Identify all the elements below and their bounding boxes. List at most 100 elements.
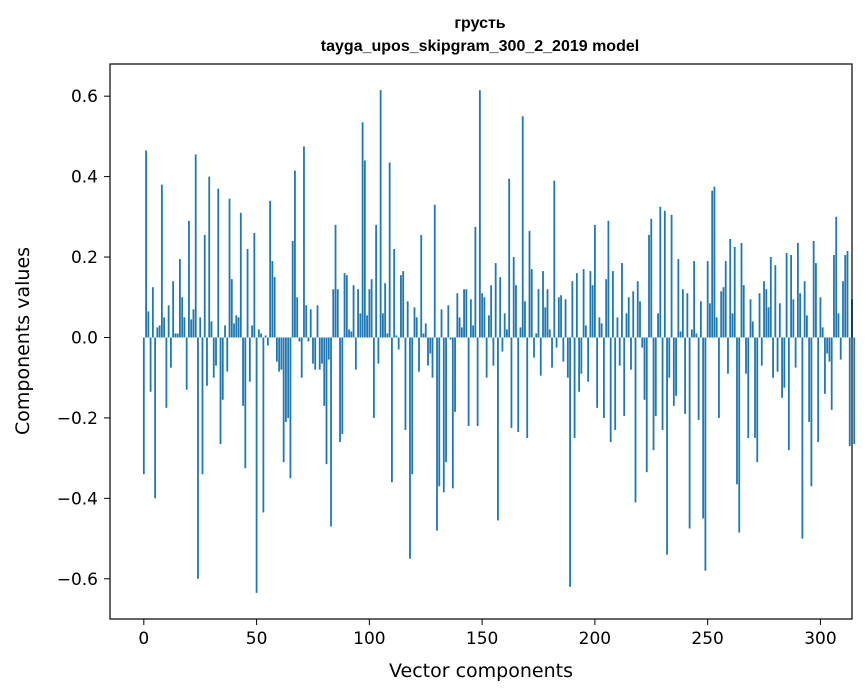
bar bbox=[636, 281, 639, 338]
bar bbox=[589, 271, 592, 338]
bar bbox=[819, 297, 822, 338]
bar bbox=[242, 337, 244, 406]
bar bbox=[269, 200, 272, 338]
bar bbox=[251, 325, 253, 338]
bar bbox=[456, 293, 459, 338]
bar bbox=[490, 285, 493, 338]
bar bbox=[512, 257, 515, 338]
bar bbox=[749, 299, 752, 338]
bar bbox=[339, 337, 341, 443]
bar bbox=[260, 333, 262, 338]
bar bbox=[521, 116, 524, 338]
chart-subtitle: tayga_upos_skipgram_300_2_2019 model bbox=[321, 38, 639, 55]
bar bbox=[305, 305, 308, 338]
bar bbox=[535, 333, 538, 338]
bar bbox=[233, 323, 235, 338]
bar bbox=[778, 303, 781, 338]
bar bbox=[363, 160, 366, 338]
bar bbox=[431, 337, 434, 378]
bar bbox=[711, 190, 714, 338]
bar bbox=[289, 337, 292, 479]
bar bbox=[706, 261, 709, 338]
bar bbox=[821, 327, 824, 338]
x-axis-label: Vector components bbox=[389, 660, 573, 682]
bar bbox=[345, 275, 348, 338]
bar bbox=[499, 277, 502, 338]
bar bbox=[224, 325, 226, 338]
bar bbox=[699, 301, 702, 338]
bar bbox=[799, 293, 802, 338]
bar bbox=[573, 337, 576, 439]
bar bbox=[776, 337, 779, 372]
bar bbox=[555, 337, 558, 348]
y-axis-ticks: −0.6 −0.4 −0.2 0.0 0.2 0.4 0.6 bbox=[57, 87, 110, 590]
bar bbox=[785, 253, 788, 338]
bar bbox=[643, 337, 646, 400]
bar bbox=[722, 287, 725, 338]
bar bbox=[837, 313, 840, 338]
bar bbox=[341, 337, 344, 434]
bar bbox=[657, 313, 659, 338]
bar bbox=[666, 337, 668, 555]
bar bbox=[801, 337, 804, 539]
bar bbox=[194, 154, 197, 338]
bar bbox=[257, 329, 260, 338]
bar bbox=[772, 337, 774, 378]
bar bbox=[652, 337, 655, 451]
bar bbox=[248, 337, 251, 382]
bar bbox=[607, 220, 610, 338]
bar bbox=[796, 242, 799, 338]
bar bbox=[591, 285, 594, 338]
bar bbox=[758, 293, 761, 338]
bar bbox=[792, 299, 795, 338]
bar bbox=[618, 337, 621, 366]
y-tick-label: 0.6 bbox=[71, 87, 98, 107]
bar bbox=[713, 186, 716, 338]
bar bbox=[199, 317, 202, 338]
bar bbox=[639, 301, 641, 338]
bar bbox=[742, 285, 745, 338]
bar bbox=[246, 249, 249, 338]
bar bbox=[718, 337, 720, 418]
bar bbox=[736, 337, 738, 485]
bar bbox=[181, 297, 184, 338]
bar bbox=[519, 327, 522, 338]
bar bbox=[142, 337, 145, 475]
bar bbox=[300, 337, 303, 378]
bar bbox=[366, 315, 368, 338]
bar bbox=[312, 337, 314, 364]
bar bbox=[794, 337, 797, 368]
bar bbox=[603, 337, 605, 418]
bar bbox=[702, 337, 705, 519]
bar bbox=[291, 240, 294, 338]
bar bbox=[296, 297, 299, 338]
bar bbox=[848, 337, 851, 447]
x-tick-label: 150 bbox=[466, 629, 498, 649]
bar bbox=[560, 295, 562, 338]
bar bbox=[485, 337, 488, 378]
bar bbox=[228, 198, 231, 338]
bar bbox=[648, 234, 650, 338]
plot-area-frame bbox=[109, 63, 853, 620]
bar bbox=[740, 242, 743, 338]
bar bbox=[494, 263, 497, 338]
bar bbox=[230, 279, 233, 338]
bar bbox=[264, 335, 267, 338]
bar bbox=[368, 289, 371, 338]
bar bbox=[262, 337, 265, 513]
bar bbox=[506, 329, 508, 338]
x-axis-ticks: 0 50 100 150 200 250 300 bbox=[138, 619, 837, 649]
bar bbox=[280, 337, 283, 370]
bar bbox=[451, 337, 454, 489]
bar bbox=[704, 337, 707, 571]
bar bbox=[663, 210, 666, 338]
bar bbox=[503, 313, 506, 338]
bar bbox=[429, 337, 432, 354]
bar bbox=[176, 333, 179, 338]
bar-series bbox=[142, 90, 856, 593]
bar bbox=[625, 313, 628, 338]
bar bbox=[566, 337, 569, 378]
bar bbox=[188, 220, 190, 338]
bar bbox=[330, 337, 332, 527]
bar bbox=[221, 337, 224, 400]
